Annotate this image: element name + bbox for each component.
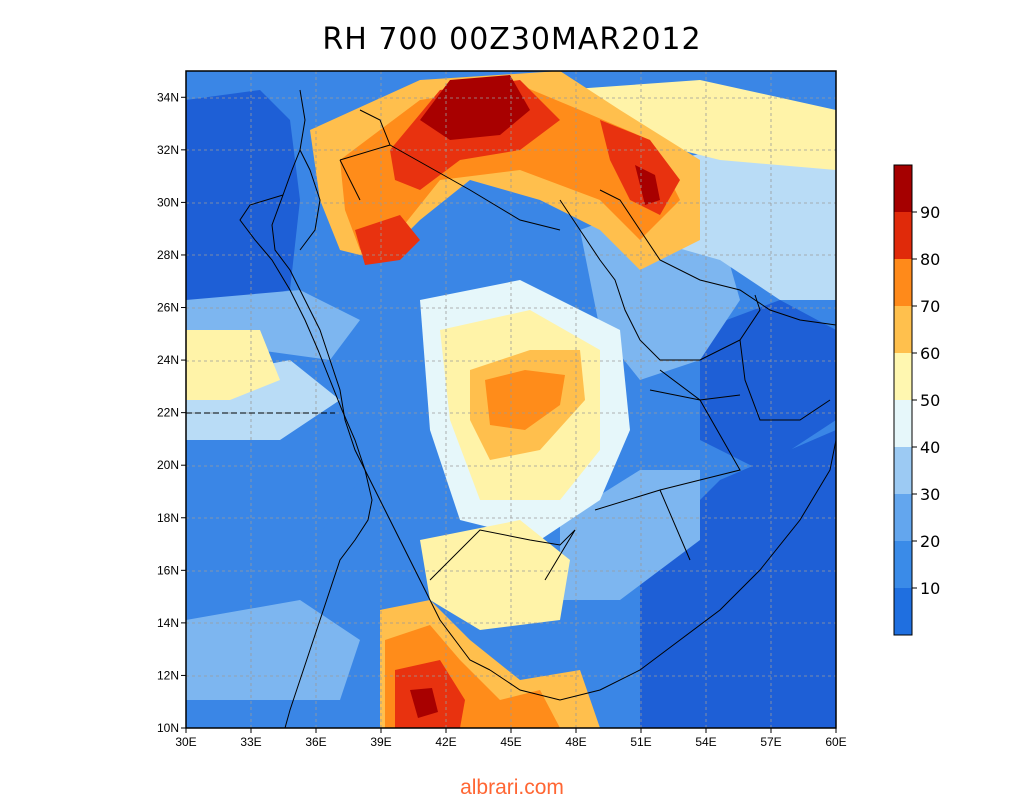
colorbar-label: 80 (920, 250, 940, 269)
colorbar-swatch (894, 212, 912, 259)
y-tick-label: 30N (157, 195, 179, 209)
y-tick-label: 10N (157, 721, 179, 735)
lat-lon-grid (186, 71, 836, 728)
y-tick-label: 18N (157, 511, 179, 525)
colorbar-swatch (894, 400, 912, 447)
colorbar-swatch (894, 165, 912, 212)
field-yellow-west (186, 330, 280, 400)
colorbar-label: 70 (920, 297, 940, 316)
colorbar-label: 30 (920, 485, 940, 504)
colorbar-swatch (894, 353, 912, 400)
x-tick-label: 39E (370, 735, 391, 749)
map-title: RH 700 00Z30MAR2012 (322, 22, 702, 57)
y-tick-label: 34N (157, 90, 179, 104)
colorbar-swatch (894, 447, 912, 494)
y-tick-label: 14N (157, 616, 179, 630)
colorbar-label: 20 (920, 532, 940, 551)
field-dark-red-north (420, 75, 530, 140)
x-tick-label: 33E (240, 735, 261, 749)
field-deep-blue-southeast (640, 430, 836, 728)
field-light-blue-south-west (186, 600, 360, 700)
x-tick-label: 42E (435, 735, 456, 749)
field-dark-red-south (410, 688, 438, 718)
field-yellow-red-sea-south (420, 520, 570, 630)
colorbar-label: 10 (920, 579, 940, 598)
y-tick-label: 12N (157, 668, 179, 682)
x-tick-label: 48E (565, 735, 586, 749)
colorbar-swatch (894, 306, 912, 353)
colorbar-label: 40 (920, 438, 940, 457)
y-tick-label: 16N (157, 563, 179, 577)
y-tick-label: 24N (157, 353, 179, 367)
colorbar-swatch (894, 259, 912, 306)
coastlines-borders (186, 89, 836, 728)
colorbar-swatch (894, 494, 912, 541)
colorbar-swatch (894, 588, 912, 635)
x-tick-label: 57E (760, 735, 781, 749)
watermark: albrari.com (460, 776, 564, 799)
field-red-28n (355, 215, 420, 265)
y-tick-label: 28N (157, 248, 179, 262)
x-tick-label: 30E (175, 735, 196, 749)
rh-shaded-field (186, 71, 836, 728)
field-deep-blue-west (186, 90, 300, 300)
field-yellow-north-east (560, 80, 836, 170)
x-tick-label: 60E (825, 735, 846, 749)
x-tick-label: 51E (630, 735, 651, 749)
y-tick-label: 22N (157, 406, 179, 420)
x-axis-ticks: 30E 33E 36E 39E 42E 45E 48E 51E 54E 57E 60E (175, 728, 847, 749)
y-tick-label: 26N (157, 301, 179, 315)
y-tick-label: 20N (157, 458, 179, 472)
colorbar-label: 50 (920, 391, 940, 410)
x-tick-label: 45E (500, 735, 521, 749)
colorbar-label: 60 (920, 344, 940, 363)
colorbar-label: 90 (920, 203, 940, 222)
field-orange-central (485, 370, 565, 430)
colorbar: 10 20 30 40 50 60 70 80 90 (893, 164, 940, 636)
colorbar-swatch (894, 541, 912, 588)
x-tick-label: 36E (305, 735, 326, 749)
y-axis-ticks: 10N 12N 14N 16N 18N 20N 22N 24N 26N 28N 30N 32N 34N (157, 90, 186, 735)
x-tick-label: 54E (695, 735, 716, 749)
y-tick-label: 32N (157, 143, 179, 157)
